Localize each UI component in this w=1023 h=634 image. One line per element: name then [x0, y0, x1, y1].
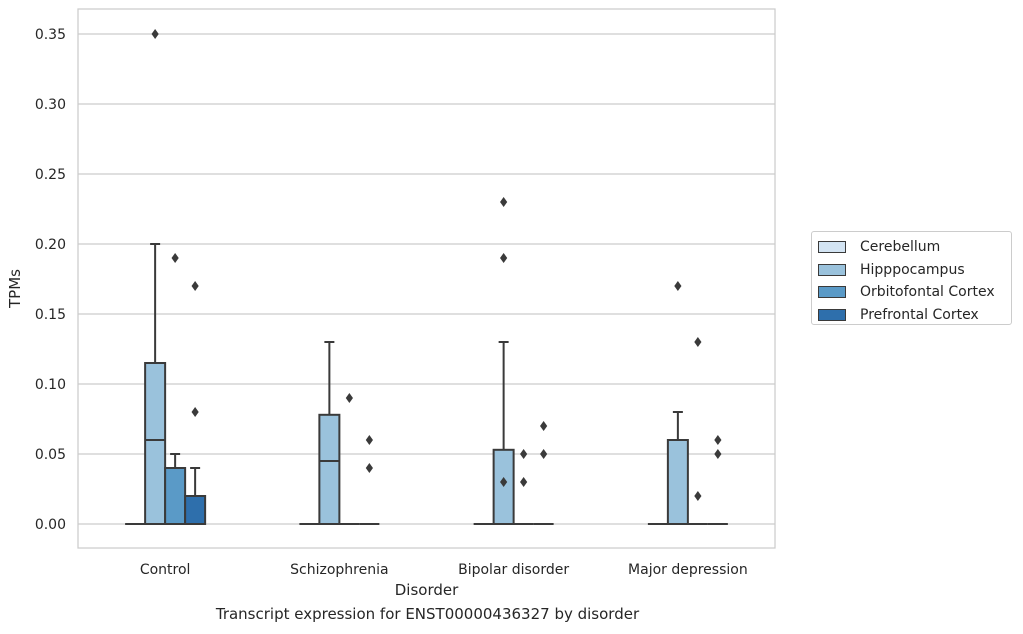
outlier-point — [694, 337, 702, 347]
y-axis-ticks: 0.00 0.05 0.10 0.15 0.20 0.25 0.30 0.35 — [35, 27, 66, 533]
outlier-point — [365, 435, 373, 445]
x-tick-label: Schizophrenia — [290, 562, 388, 578]
outlier-point — [520, 449, 528, 459]
y-tick-label: 0.15 — [35, 307, 66, 323]
outlier-point — [191, 281, 199, 291]
box-prefrontal-cortex — [707, 435, 728, 525]
outlier-point — [674, 281, 682, 291]
x-tick-label: Major depression — [628, 562, 748, 578]
y-tick-label: 0.35 — [35, 27, 66, 43]
x-tick-label: Control — [140, 562, 191, 578]
y-tick-label: 0.10 — [35, 377, 66, 393]
legend-swatch-prefrontal-cortex — [818, 308, 846, 321]
y-tick-label: 0.25 — [35, 167, 66, 183]
outlier-point — [500, 197, 508, 207]
box-prefrontal-cortex — [533, 421, 554, 525]
outlier-point — [345, 393, 353, 403]
box-body — [164, 467, 187, 525]
box-plots — [125, 29, 728, 525]
box-hipppocampus — [144, 29, 167, 525]
y-tick-label: 0.20 — [35, 237, 66, 253]
legend: Cerebellum Hipppocampus Orbitofontal Cor… — [811, 231, 1012, 325]
legend-label-orbitofrontal-cortex: Orbitofontal Cortex — [860, 284, 995, 301]
box-orbitofontal-cortex — [339, 393, 360, 525]
legend-swatch-cerebellum — [818, 241, 846, 254]
box-orbitofontal-cortex — [687, 337, 708, 525]
legend-label-cerebellum: Cerebellum — [860, 239, 941, 256]
outlier-point — [714, 435, 722, 445]
y-tick-label: 0.00 — [35, 517, 66, 533]
legend-item-prefrontal-cortex: Prefrontal Cortex — [818, 304, 1011, 327]
legend-item-cerebellum: Cerebellum — [818, 236, 1011, 259]
box-body — [318, 413, 341, 525]
box-body — [666, 439, 689, 525]
box-body — [144, 362, 167, 525]
box-orbitofontal-cortex — [164, 253, 187, 525]
outlier-point — [500, 477, 508, 487]
box-hipppocampus — [318, 341, 341, 525]
y-tick-label: 0.30 — [35, 97, 66, 113]
box-body — [184, 495, 207, 525]
legend-label-prefrontal-cortex: Prefrontal Cortex — [860, 306, 979, 323]
box-hipppocampus — [666, 281, 689, 525]
y-tick-label: 0.05 — [35, 447, 66, 463]
outlier-point — [540, 449, 548, 459]
plot-frame — [77, 8, 776, 549]
x-axis-label: Disorder — [395, 581, 459, 599]
legend-item-hippocampus: Hipppocampus — [818, 259, 1011, 282]
outlier-point — [500, 253, 508, 263]
x-axis-ticks: Control Schizophrenia Bipolar disorder Majo… — [140, 562, 748, 578]
outlier-point — [365, 463, 373, 473]
x-tick-label: Bipolar disorder — [458, 562, 569, 578]
outlier-point — [694, 491, 702, 501]
y-axis-label: TPMs — [6, 269, 24, 309]
gridlines — [78, 33, 775, 525]
outlier-point — [171, 253, 179, 263]
outlier-point — [151, 29, 159, 39]
legend-item-orbitofrontal-cortex: Orbitofontal Cortex — [818, 281, 1011, 304]
legend-label-hippocampus: Hipppocampus — [860, 261, 965, 278]
figure-caption: Transcript expression for ENST0000043632… — [215, 605, 640, 623]
outlier-point — [540, 421, 548, 431]
legend-swatch-hippocampus — [818, 263, 846, 276]
outlier-point — [714, 449, 722, 459]
legend-swatch-orbitofrontal-cortex — [818, 286, 846, 299]
outlier-point — [191, 407, 199, 417]
box-hipppocampus — [492, 197, 515, 525]
box-prefrontal-cortex — [184, 281, 207, 525]
box-orbitofontal-cortex — [513, 449, 534, 525]
outlier-point — [520, 477, 528, 487]
box-prefrontal-cortex — [359, 435, 380, 525]
